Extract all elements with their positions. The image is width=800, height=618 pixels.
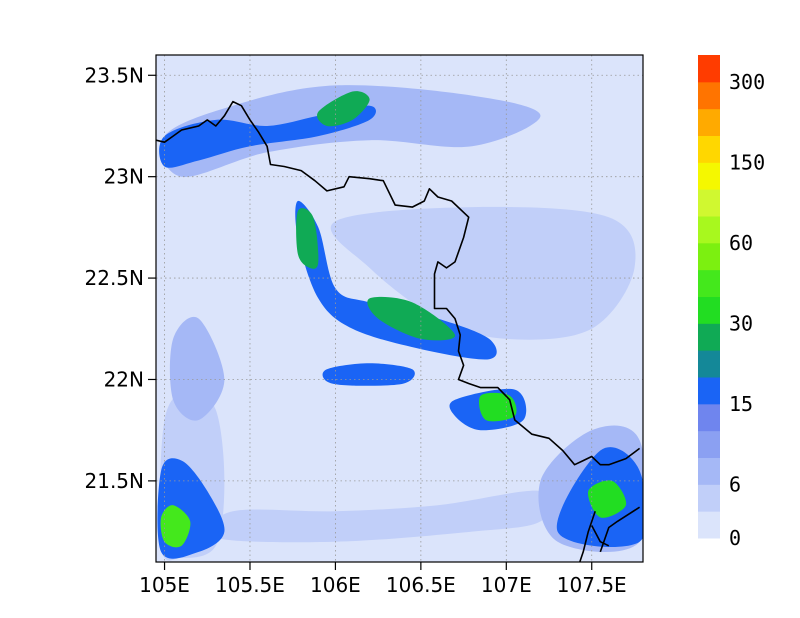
y-tick-label: 22.5N: [85, 266, 145, 290]
map-frame: [155, 54, 644, 563]
map-plot-area: [155, 54, 644, 563]
colorbar-swatch: [698, 216, 720, 244]
latitude-axis: 21.5N 22N 22.5N 23N 23.5N: [85, 63, 156, 493]
colorbar-swatch: [698, 430, 720, 458]
colorbar-swatch: [698, 484, 720, 512]
colorbar-swatch: [698, 189, 720, 217]
x-tick-label: 106.5E: [386, 573, 456, 597]
colorbar-swatch: [698, 135, 720, 163]
border-coast-3: [590, 525, 610, 547]
colorbar-swatch: [698, 377, 720, 405]
contour-region-south-west-green: [160, 505, 191, 548]
contour-region-east-green: [478, 392, 517, 422]
contour-region-west-band: [169, 316, 225, 421]
contour-region-central-diagonal: [295, 200, 497, 360]
precipitation-contour-layer: [157, 85, 643, 561]
colorbar-swatch: [698, 511, 720, 539]
border-coast-1: [599, 506, 641, 553]
contour-region-south-band: [208, 490, 552, 543]
colorbar-label: 300: [729, 70, 765, 94]
colorbar-swatch: [698, 323, 720, 351]
colorbar-label: 150: [729, 150, 765, 174]
colorbar-swatch: [698, 403, 720, 432]
colorbar-swatch: [698, 81, 720, 110]
colorbar-label: 15: [729, 392, 753, 416]
colorbar-label: 0: [729, 526, 741, 550]
colorbar-swatch: [698, 269, 720, 297]
colorbar-swatch: [698, 457, 720, 485]
y-tick-label: 23N: [104, 165, 144, 189]
y-tick-label: 23.5N: [85, 63, 145, 87]
x-tick-label: 105.5E: [215, 573, 285, 597]
longitude-axis: 105E 105.5E 106E 106.5E 107E 107.5E: [139, 562, 627, 597]
contour-region-mid-band: [322, 363, 415, 386]
colorbar-label: 60: [729, 231, 753, 255]
border-coast-2: [579, 511, 596, 562]
colorbar-swatch: [698, 108, 720, 136]
colorbar-swatch: [698, 296, 720, 324]
x-tick-label: 107.5E: [557, 573, 627, 597]
contour-region-east-band: [330, 206, 636, 340]
y-tick-label: 21.5N: [85, 469, 145, 493]
border-north: [156, 100, 641, 466]
colorbar-label: 30: [729, 311, 753, 335]
contour-region-ridge-green: [296, 208, 319, 269]
colorbar-label: 6: [729, 472, 741, 496]
contour-region-north-green: [317, 91, 370, 127]
colorbar-swatch: [698, 55, 720, 83]
contour-region-corner-green: [587, 480, 627, 518]
colorbar-swatch: [698, 350, 720, 378]
y-tick-label: 22N: [104, 367, 144, 391]
x-tick-label: 105E: [139, 573, 190, 597]
colorbar: 0 6 15 30 60 150 300: [698, 55, 765, 550]
x-tick-label: 106E: [310, 573, 361, 597]
x-tick-label: 107E: [481, 573, 532, 597]
contour-region-mid-green: [367, 296, 456, 341]
colorbar-swatch: [698, 162, 720, 190]
country-borders: [156, 100, 641, 562]
colorbar-swatch: [698, 242, 720, 271]
grid-lines: [156, 55, 643, 562]
contour-region-north-band: [161, 85, 541, 177]
